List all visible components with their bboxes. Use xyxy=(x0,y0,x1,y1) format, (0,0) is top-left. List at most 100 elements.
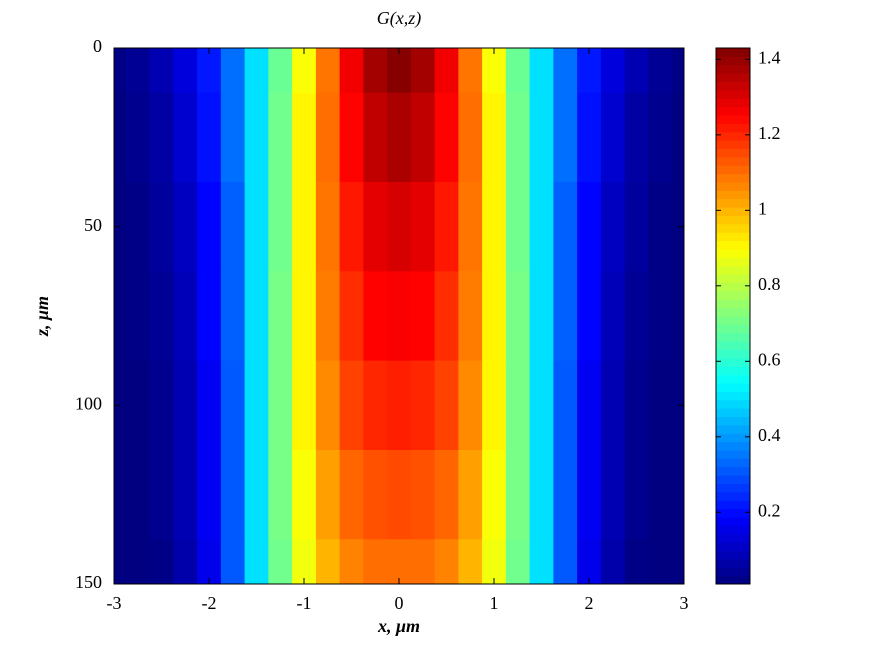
heatmap-cell xyxy=(244,271,269,362)
heatmap-cell xyxy=(114,360,127,451)
heatmap-cell xyxy=(339,182,364,272)
heatmap-cell xyxy=(553,92,578,183)
heatmap-cell xyxy=(553,271,578,362)
heatmap-cell xyxy=(600,450,626,540)
heatmap-cell xyxy=(387,182,412,272)
heatmap-cell xyxy=(125,92,151,183)
heatmap-cell xyxy=(268,450,293,540)
colorbar-swatch xyxy=(716,458,750,468)
heatmap-cell xyxy=(648,271,673,362)
colorbar-swatch xyxy=(716,424,750,434)
heatmap-cell xyxy=(648,48,673,94)
heatmap-cell xyxy=(482,48,507,94)
heatmap-cell xyxy=(458,450,483,540)
heatmap-cell xyxy=(363,182,388,272)
heatmap-cell xyxy=(268,48,293,94)
y-axis-label: z, μm xyxy=(32,296,52,337)
heatmap-cell xyxy=(577,450,602,540)
heatmap-cell xyxy=(387,539,412,584)
heatmap-cell xyxy=(114,450,127,540)
heatmap-cell xyxy=(197,92,222,183)
heatmap-cell xyxy=(387,48,412,94)
heatmap-cell xyxy=(149,92,174,183)
colorbar-swatch xyxy=(716,148,750,158)
colorbar-swatch xyxy=(716,131,750,141)
heatmap-cell xyxy=(410,360,436,451)
heatmap-cell xyxy=(114,271,127,362)
heatmap-cell xyxy=(292,48,317,94)
colorbar-swatch xyxy=(716,98,750,108)
x-tick-label: 1 xyxy=(490,593,499,613)
colorbar-swatch xyxy=(716,106,750,116)
colorbar-swatch xyxy=(716,123,750,133)
x-tick-label: -2 xyxy=(202,593,217,613)
heatmap-cell xyxy=(529,360,554,451)
heatmap-cell xyxy=(268,182,293,272)
heatmap-cell xyxy=(149,539,174,584)
heatmap-cell xyxy=(197,271,222,362)
heatmap-cell xyxy=(624,539,649,584)
heatmap-cell xyxy=(600,360,626,451)
colorbar-swatch xyxy=(716,525,750,535)
colorbar-swatch xyxy=(716,165,750,175)
heatmap-cell xyxy=(672,48,684,94)
colorbar-swatch xyxy=(716,357,750,367)
heatmap-cell xyxy=(577,92,602,183)
heatmap-cell xyxy=(220,360,246,451)
heatmap-cell xyxy=(505,539,531,584)
colorbar-swatch xyxy=(716,299,750,309)
heatmap-cell xyxy=(577,271,602,362)
heatmap-cell xyxy=(220,539,246,584)
heatmap-cell xyxy=(600,271,626,362)
heatmap-cell xyxy=(505,450,531,540)
heatmap-cell xyxy=(624,92,649,183)
heatmap-cell xyxy=(410,48,436,94)
colorbar-swatch xyxy=(716,89,750,99)
heatmap-cell xyxy=(434,450,459,540)
heatmap-cell xyxy=(529,271,554,362)
heatmap-cell xyxy=(114,539,127,584)
heatmap-cell xyxy=(244,182,269,272)
heatmap-cell xyxy=(434,92,459,183)
heatmap-cell xyxy=(339,360,364,451)
heatmap-cell xyxy=(363,360,388,451)
heatmap-cell xyxy=(149,450,174,540)
colorbar-swatch xyxy=(716,73,750,82)
heatmap-cell xyxy=(434,360,459,451)
colorbar-swatch xyxy=(716,265,750,275)
colorbar-swatch xyxy=(716,64,750,74)
heatmap-cell xyxy=(363,539,388,584)
heatmap-cell xyxy=(434,182,459,272)
colorbar-tick-label: 1 xyxy=(758,198,767,218)
heatmap-cell xyxy=(363,92,388,183)
x-tick-label: 0 xyxy=(395,593,404,613)
heatmap-cell xyxy=(197,48,222,94)
heatmap-cell xyxy=(505,271,531,362)
colorbar-swatch xyxy=(716,249,750,258)
colorbar-tick-label: 0.6 xyxy=(758,349,781,369)
heatmap-cell xyxy=(125,271,151,362)
heatmap-cell xyxy=(339,92,364,183)
colorbar-swatch xyxy=(716,332,750,342)
heatmap-cell xyxy=(505,360,531,451)
heatmap-cell xyxy=(553,539,578,584)
colorbar-swatch xyxy=(716,575,750,585)
heatmap-cell xyxy=(292,92,317,183)
heatmap-cell xyxy=(672,450,684,540)
heatmap-cell xyxy=(434,48,459,94)
heatmap-cell xyxy=(125,360,151,451)
heatmap-cell xyxy=(125,539,151,584)
heatmap-cell xyxy=(244,360,269,451)
heatmap-cell xyxy=(577,48,602,94)
heatmap-cell xyxy=(363,48,388,94)
colorbar-swatch xyxy=(716,542,750,551)
heatmap-cell xyxy=(410,539,436,584)
colorbar-swatch xyxy=(716,115,750,124)
heatmap-cell xyxy=(600,182,626,272)
heatmap-cell xyxy=(149,271,174,362)
heatmap-cell xyxy=(672,539,684,584)
heatmap-cell xyxy=(553,182,578,272)
colorbar-swatch xyxy=(716,558,750,568)
